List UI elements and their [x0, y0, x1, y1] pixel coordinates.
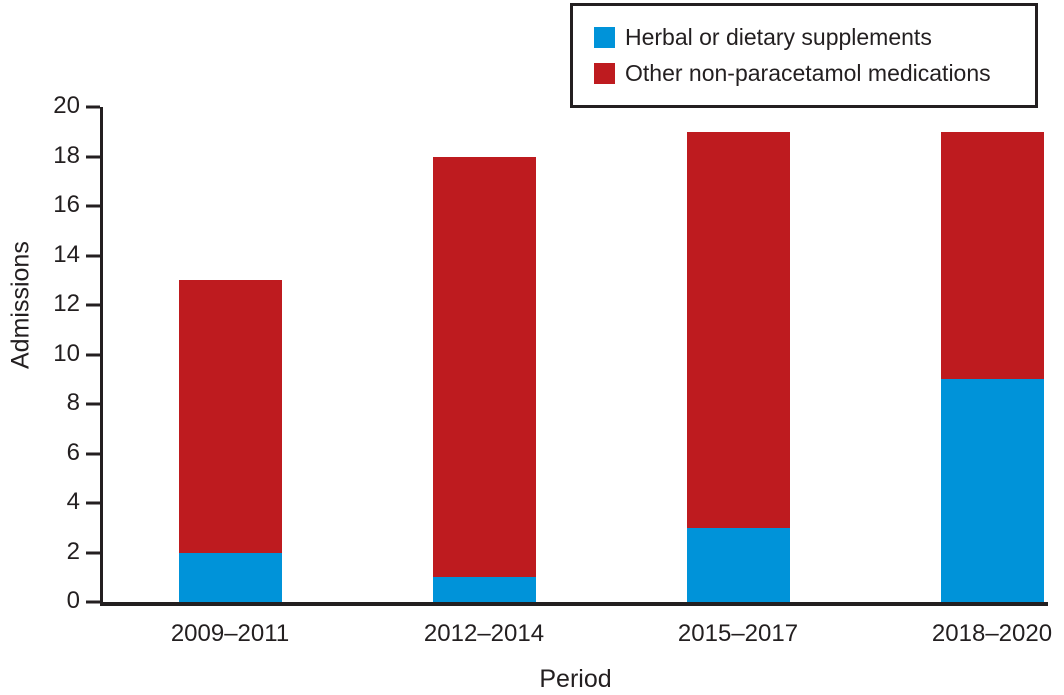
y-tick-mark [86, 105, 100, 109]
bar-stack-2009–2011 [178, 280, 282, 602]
x-tick-label: 2009–2011 [170, 620, 290, 647]
bar-segment [686, 527, 790, 602]
y-tick-label: 16 [53, 190, 80, 218]
y-tick-label: 6 [66, 438, 80, 466]
y-tick-label: 20 [53, 91, 80, 119]
bar-segment [940, 379, 1044, 602]
bar-segment [686, 131, 790, 528]
y-tick-mark [86, 551, 100, 554]
y-tick-label: 10 [53, 339, 80, 367]
y-tick-mark [86, 501, 100, 505]
y-tick-mark [86, 452, 100, 455]
bar-segment [940, 131, 1044, 380]
y-tick-label: 12 [53, 289, 80, 317]
x-tick-label: 2018–2020 [931, 620, 1053, 647]
y-tick-label: 8 [66, 388, 80, 416]
y-tick-label: 4 [66, 487, 80, 515]
y-axis-line [100, 107, 103, 602]
legend-swatch-other-icon [594, 63, 615, 85]
x-tick-label: 2015–2017 [677, 620, 799, 647]
y-tick-mark [86, 402, 100, 406]
chart-legend: Herbal or dietary supplements Other non-… [570, 3, 1038, 108]
legend-item-other: Other non-paracetamol medications [594, 60, 1035, 86]
bar-segment [178, 280, 282, 553]
bar-segment [432, 156, 536, 578]
y-tick-mark [86, 600, 100, 604]
x-axis-line [100, 602, 1048, 606]
legend-swatch-herbal-icon [594, 26, 615, 48]
y-tick-label: 0 [66, 586, 80, 614]
y-tick-mark [86, 204, 100, 208]
legend-label-herbal: Herbal or dietary supplements [625, 23, 932, 50]
bar-stack-2018–2020 [940, 131, 1044, 602]
plot-area: 0 2 4 6 8 10 12 14 16 18 20 2009–2011 2012–2014 2015… [53, 93, 1052, 647]
y-tick-label: 2 [66, 537, 80, 565]
legend-label-other: Other non-paracetamol medications [625, 60, 991, 86]
bar-segment [178, 552, 282, 602]
y-tick-mark [86, 353, 100, 356]
y-tick-mark [86, 254, 100, 257]
legend-item-herbal: Herbal or dietary supplements [594, 23, 1035, 50]
y-tick-label: 18 [53, 141, 80, 169]
bar-stack-2012–2014 [432, 156, 536, 602]
x-axis-title: Period [539, 665, 612, 693]
bar-segment [432, 577, 536, 602]
y-tick-label: 14 [53, 240, 80, 268]
y-tick-mark [86, 155, 100, 158]
bar-stack-2015–2017 [686, 131, 790, 602]
x-tick-label: 2012–2014 [423, 620, 545, 647]
y-tick-mark [86, 303, 100, 307]
